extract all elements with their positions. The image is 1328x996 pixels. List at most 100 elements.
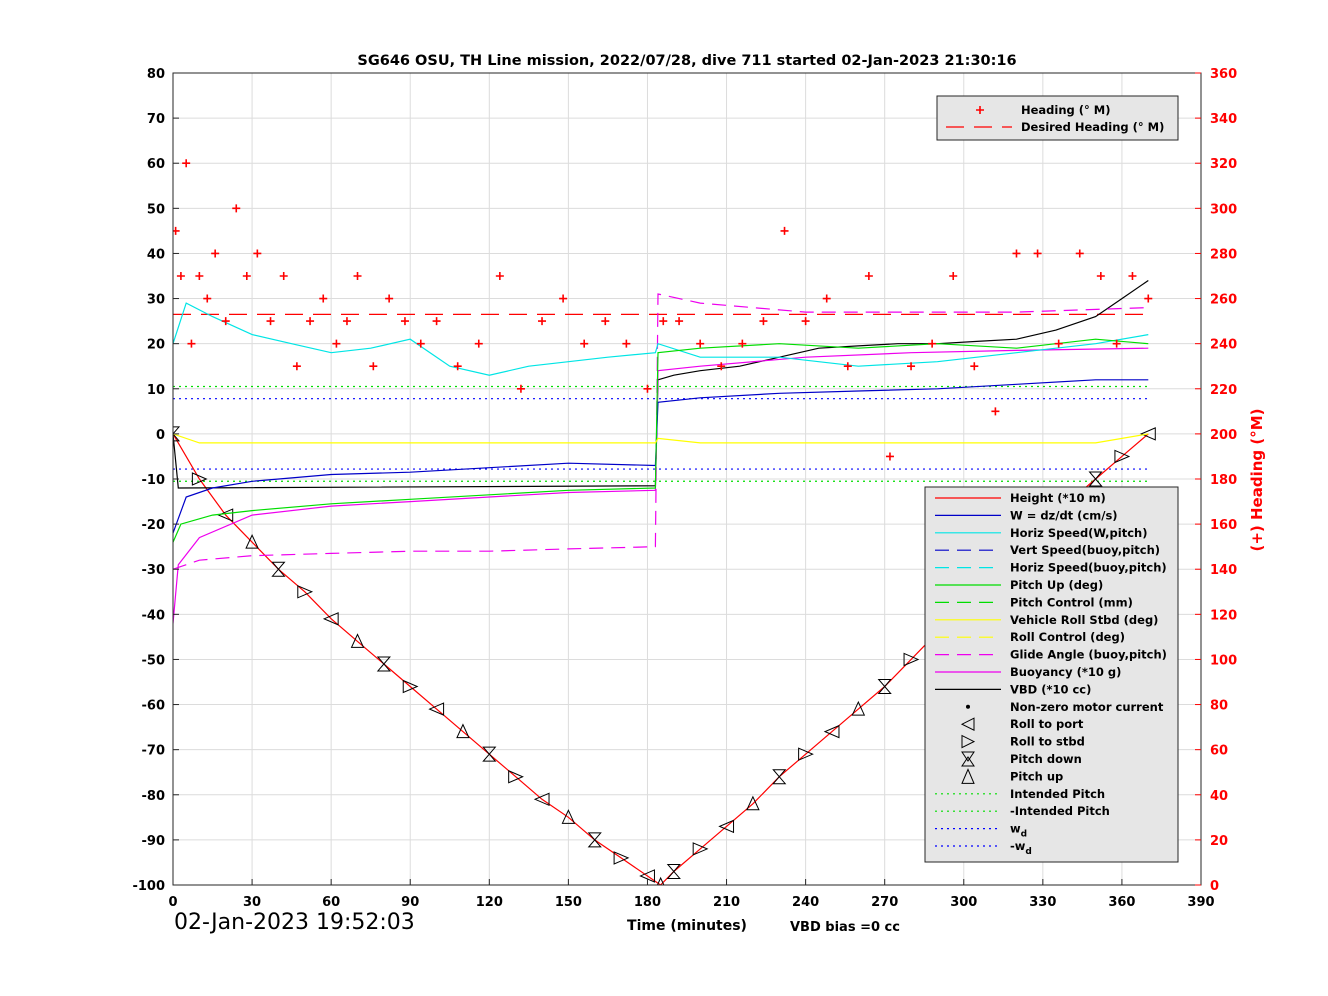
axes-layer: 0 30 60 90 120 150 180 210 240 270 300 330 360 390-10… bbox=[132, 67, 1237, 910]
height-marker bbox=[1140, 427, 1156, 441]
heading-point bbox=[221, 317, 230, 326]
x-tick-label: 30 bbox=[243, 895, 261, 910]
height-marker bbox=[772, 769, 787, 785]
heading-point bbox=[1144, 294, 1153, 303]
height-marker bbox=[718, 819, 735, 834]
heading-point bbox=[292, 362, 301, 371]
y-right-tick-label: 0 bbox=[1210, 879, 1219, 894]
legend-main-label: Horiz Speed(W,pitch) bbox=[1010, 526, 1147, 540]
legend-main-label: Roll to port bbox=[1010, 717, 1084, 731]
y-tick-label: 0 bbox=[156, 428, 165, 443]
y-tick-label: -50 bbox=[142, 653, 166, 668]
legend-main-label: -Intended Pitch bbox=[1010, 804, 1110, 818]
y-right-tick-label: 140 bbox=[1210, 563, 1237, 578]
heading-point bbox=[342, 317, 351, 326]
legend-main-label: VBD (*10 cc) bbox=[1010, 682, 1091, 696]
height-marker bbox=[613, 851, 630, 865]
heading-point bbox=[738, 339, 747, 348]
height-marker bbox=[173, 426, 181, 442]
heading-point bbox=[432, 317, 441, 326]
glide-angle-buoy-pitch-line bbox=[173, 293, 1149, 570]
y-right-tick-label: 180 bbox=[1210, 473, 1237, 488]
heading-point bbox=[242, 272, 251, 280]
legend-marker-symbol bbox=[960, 717, 975, 732]
height-marker bbox=[877, 679, 892, 695]
heading-point bbox=[864, 272, 873, 280]
heading-point bbox=[279, 272, 288, 280]
height-marker bbox=[508, 769, 524, 784]
y-right-tick-label: 220 bbox=[1210, 383, 1237, 398]
y-tick-label: 70 bbox=[147, 112, 165, 127]
y-tick-label: 30 bbox=[147, 293, 165, 308]
heading-point bbox=[474, 339, 483, 348]
x-tick-label: 390 bbox=[1187, 895, 1214, 910]
legend-main-label: Glide Angle (buoy,pitch) bbox=[1010, 648, 1167, 662]
heading-point bbox=[601, 317, 610, 326]
y-right-tick-label: 300 bbox=[1210, 202, 1237, 217]
heading-point bbox=[559, 294, 568, 303]
x-tick-label: 120 bbox=[476, 895, 503, 910]
heading-point bbox=[696, 339, 705, 348]
legend-main-label: Buoyancy (*10 g) bbox=[1010, 665, 1121, 679]
heading-point bbox=[622, 339, 631, 348]
heading-point bbox=[580, 339, 589, 348]
series-layer bbox=[173, 159, 1156, 885]
legend-top-box bbox=[936, 95, 1179, 141]
heading-point bbox=[1128, 272, 1137, 280]
vehicle-roll-stbd-deg-line bbox=[173, 433, 1149, 444]
height-marker bbox=[217, 508, 234, 522]
height-marker bbox=[271, 561, 286, 577]
legend-top-label: Heading (° M) bbox=[1021, 103, 1111, 117]
heading-point bbox=[453, 362, 462, 371]
heading-point bbox=[843, 362, 852, 371]
x-tick-label: 210 bbox=[713, 895, 740, 910]
y-right-tick-label: 20 bbox=[1210, 834, 1228, 849]
heading-point bbox=[970, 362, 979, 371]
legend-main-label: W = dz/dt (cm/s) bbox=[1010, 508, 1118, 522]
heading-point bbox=[176, 272, 185, 280]
y-tick-label: 60 bbox=[147, 157, 165, 172]
horiz-speed-w-pitch-line bbox=[173, 302, 1149, 376]
x-tick-label: 150 bbox=[555, 895, 582, 910]
legend-top: Heading (° M) Desired Heading (° M) bbox=[936, 95, 1179, 141]
heading-point bbox=[1033, 249, 1042, 258]
height-marker bbox=[666, 863, 681, 879]
heading-point bbox=[1054, 339, 1063, 348]
legend-main-label: Vert Speed(buoy,pitch) bbox=[1010, 543, 1160, 557]
y-right-tick-label: 80 bbox=[1210, 699, 1228, 714]
legend-main-label: Horiz Speed(buoy,pitch) bbox=[1010, 561, 1167, 575]
height-marker bbox=[456, 723, 470, 739]
x-tick-label: 270 bbox=[871, 895, 898, 910]
height-marker bbox=[482, 746, 497, 762]
legend-top-label: Desired Heading (° M) bbox=[1021, 120, 1164, 134]
heading-point bbox=[416, 339, 425, 348]
y-right-tick-label: 320 bbox=[1210, 157, 1237, 172]
footer-note: VBD bias =0 cc bbox=[790, 920, 900, 935]
heading-point bbox=[538, 317, 547, 326]
height-marker bbox=[376, 656, 391, 672]
height-marker bbox=[402, 679, 419, 694]
legend-main-label: Pitch Up (deg) bbox=[1010, 578, 1103, 592]
heading-point bbox=[173, 226, 180, 235]
x-tick-label: 0 bbox=[168, 895, 177, 910]
timestamp: 02-Jan-2023 19:52:03 bbox=[174, 910, 415, 935]
y-tick-label: 20 bbox=[147, 338, 165, 353]
heading-point bbox=[332, 339, 341, 348]
height-marker bbox=[1114, 449, 1131, 464]
heading-point bbox=[353, 272, 362, 280]
height-marker bbox=[191, 472, 208, 486]
y-right-tick-label: 200 bbox=[1210, 428, 1237, 443]
height-marker bbox=[428, 702, 445, 716]
y-tick-label: -80 bbox=[142, 789, 166, 804]
y-tick-label: -20 bbox=[142, 518, 166, 533]
heading-point bbox=[253, 249, 262, 258]
y-tick-label: -90 bbox=[142, 834, 166, 849]
heading-point bbox=[1075, 249, 1084, 258]
heading-point bbox=[319, 294, 328, 303]
heading-point bbox=[717, 362, 726, 371]
buoyancy-10-g-line bbox=[173, 347, 1149, 624]
legend-main-label: Roll to stbd bbox=[1010, 735, 1085, 749]
legend-main-label: Vehicle Roll Stbd (deg) bbox=[1010, 613, 1158, 627]
x-tick-label: 300 bbox=[950, 895, 977, 910]
heading-point bbox=[495, 272, 504, 280]
